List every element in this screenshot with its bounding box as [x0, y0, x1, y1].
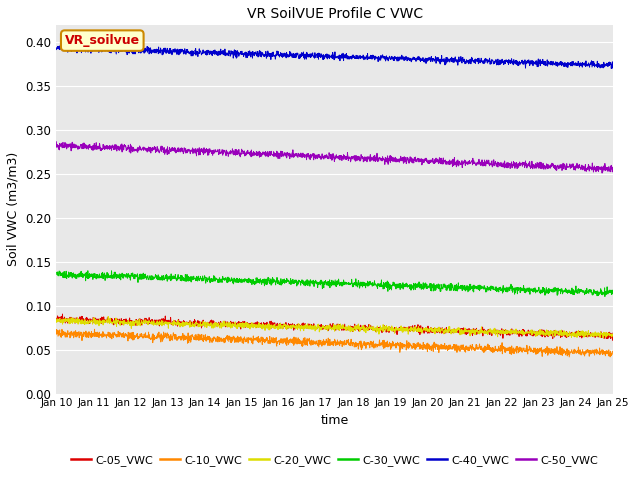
Legend: C-05_VWC, C-10_VWC, C-20_VWC, C-30_VWC, C-40_VWC, C-50_VWC: C-05_VWC, C-10_VWC, C-20_VWC, C-30_VWC, … — [67, 451, 603, 470]
Y-axis label: Soil VWC (m3/m3): Soil VWC (m3/m3) — [7, 152, 20, 266]
Title: VR SoilVUE Profile C VWC: VR SoilVUE Profile C VWC — [247, 7, 423, 21]
X-axis label: time: time — [321, 414, 349, 427]
Text: VR_soilvue: VR_soilvue — [65, 34, 140, 47]
